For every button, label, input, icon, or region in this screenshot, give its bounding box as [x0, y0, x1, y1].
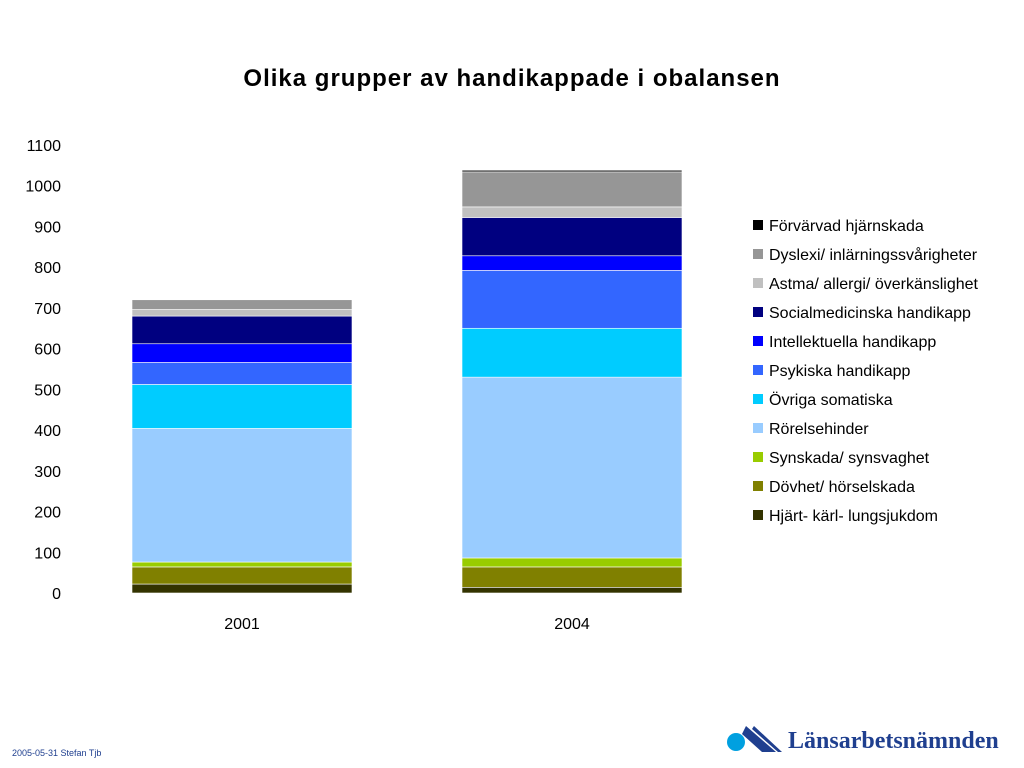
legend-swatch [753, 278, 763, 288]
bar-segment [131, 561, 353, 568]
legend-label: Psykiska handikapp [769, 363, 911, 380]
y-tick-label: 100 [34, 545, 61, 562]
footer-text: 2005-05-31 Stefan Tjb [12, 748, 102, 758]
bar-segment [461, 270, 683, 329]
bar-segment [131, 583, 353, 594]
x-tick-label: 2004 [554, 616, 590, 633]
legend-swatch [753, 249, 763, 259]
bar-segment [461, 557, 683, 568]
legend-label: Dövhet/ hörselskada [769, 479, 915, 496]
legend-label: Astma/ allergi/ överkänslighet [769, 276, 979, 293]
x-axis: 2001 2004 [224, 616, 590, 633]
legend-swatch [753, 336, 763, 346]
bar-segment [131, 315, 353, 345]
bars [131, 169, 683, 594]
y-tick-label: 1000 [25, 179, 61, 196]
legend-swatch [753, 423, 763, 433]
y-tick-label: 600 [34, 342, 61, 359]
bar-segment [461, 586, 683, 594]
bar-segment [461, 327, 683, 378]
legend-swatch [753, 365, 763, 375]
y-tick-label: 0 [52, 586, 61, 603]
legend-label: Rörelsehinder [769, 421, 869, 438]
legend-label: Socialmedicinska handikapp [769, 305, 971, 322]
bar-segment [131, 362, 353, 385]
logo-text: Länsarbetsnämnden [788, 728, 999, 754]
legend-swatch [753, 481, 763, 491]
y-tick-label: 500 [34, 382, 61, 399]
legend-swatch [753, 220, 763, 230]
logo: Länsarbetsnämnden [724, 722, 1014, 758]
x-tick-label: 2001 [224, 616, 260, 633]
bar-segment [461, 206, 683, 218]
bar-segment [461, 376, 683, 559]
y-tick-label: 400 [34, 423, 61, 440]
legend: Förvärvad hjärnskada Dyslexi/ inlärningss… [753, 218, 979, 525]
bar-segment [131, 309, 353, 317]
y-axis: 0 100 200 300 400 500 600 700 800 900 1000 1100 [25, 138, 61, 603]
bar-segment [131, 428, 353, 563]
legend-label: Intellektuella handikapp [769, 334, 936, 351]
bar-segment [131, 343, 353, 363]
y-tick-label: 300 [34, 464, 61, 481]
bar-segment [461, 169, 683, 173]
legend-label: Förvärvad hjärnskada [769, 218, 924, 235]
legend-swatch [753, 452, 763, 462]
y-tick-label: 900 [34, 219, 61, 236]
logo-icon [727, 726, 782, 752]
legend-label: Övriga somatiska [769, 391, 893, 409]
bar-segment [461, 217, 683, 257]
bar-segment [461, 566, 683, 588]
bar-segment [131, 566, 353, 585]
bar-segment [131, 384, 353, 429]
y-tick-label: 1100 [27, 138, 62, 155]
bar-segment [461, 171, 683, 208]
legend-swatch [753, 510, 763, 520]
y-tick-label: 800 [34, 260, 61, 277]
chart-title: Olika grupper av handikappade i obalanse… [243, 65, 780, 92]
legend-swatch [753, 394, 763, 404]
legend-label: Hjärt- kärl- lungsjukdom [769, 508, 938, 525]
y-tick-label: 200 [34, 505, 61, 522]
bar-segment [461, 255, 683, 271]
legend-label: Dyslexi/ inlärningssvårigheter [769, 246, 978, 264]
bar-segment [131, 299, 353, 310]
y-tick-label: 700 [34, 301, 61, 318]
legend-swatch [753, 307, 763, 317]
legend-label: Synskada/ synsvaghet [769, 450, 930, 467]
